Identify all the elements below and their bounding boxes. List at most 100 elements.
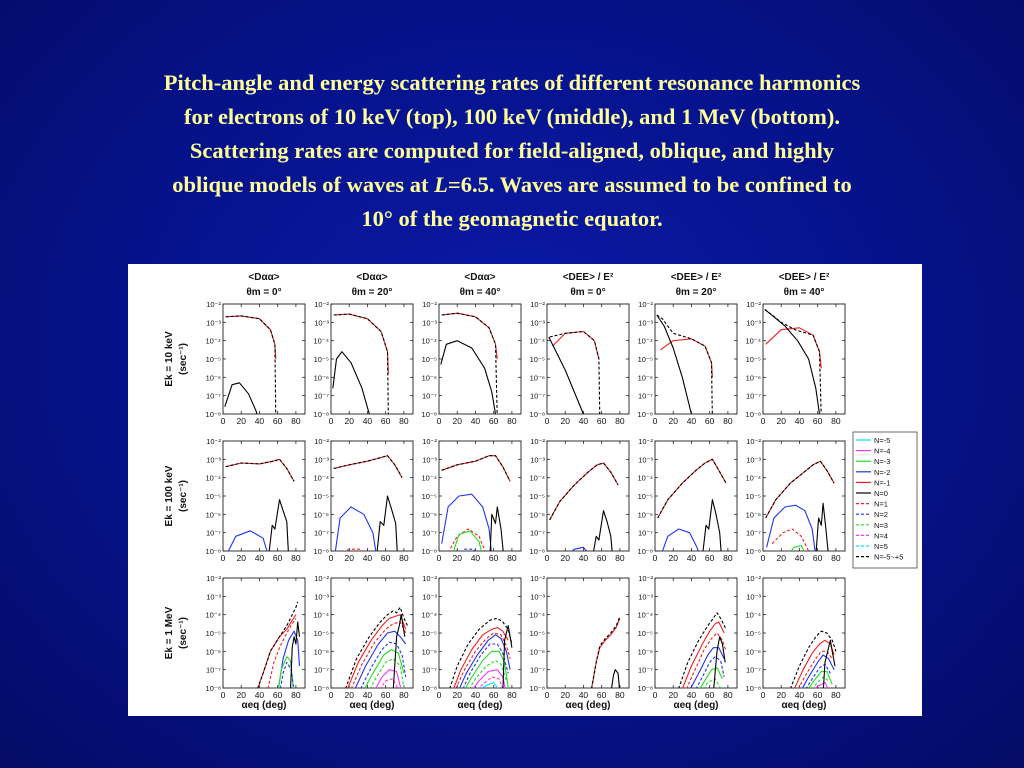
series-line-N-5~+5 [657, 458, 727, 519]
y-tick-label: 10⁻⁸ [206, 410, 221, 419]
y-tick-label: 10⁻² [314, 437, 329, 446]
y-tick-label: 10⁻⁷ [638, 392, 653, 401]
y-tick-label: 10⁻² [314, 574, 329, 583]
x-tick-label: 40 [795, 690, 805, 700]
x-tick-label: 80 [831, 553, 841, 563]
y-tick-label: 10⁻⁵ [530, 629, 545, 638]
panel-frame [330, 440, 414, 552]
series-line-N-3 [790, 544, 805, 551]
x-tick-label: 0 [329, 690, 334, 700]
series-line-N-3 [465, 650, 509, 688]
y-tick-label: 10⁻⁸ [530, 684, 545, 693]
y-tick-label: 10⁻⁵ [746, 355, 761, 364]
series-line-N-5~+5 [449, 617, 513, 688]
series-line-N-5~+5 [790, 630, 837, 688]
x-tick-label: 80 [615, 553, 625, 563]
y-tick-label: 10⁻³ [314, 592, 329, 601]
series-line-N3 [812, 676, 829, 688]
y-tick-label: 10⁻⁷ [314, 392, 329, 401]
legend-entry: N=1 [874, 500, 888, 509]
series-line-N0 [593, 510, 613, 551]
panel-r2-c3: 10⁻² 10⁻³ 10⁻⁴ 10⁻⁵ 10⁻⁶ 10⁻⁷ 10⁻⁸0 20 40 60 80 [421, 437, 522, 563]
y-tick-label: 10⁻² [638, 574, 653, 583]
x-tick-label: 20 [344, 416, 354, 426]
series-line-N-5~+5 [225, 315, 277, 414]
y-tick-label: 10⁻³ [206, 318, 221, 327]
x-tick-label: 80 [291, 690, 301, 700]
x-tick-label: 20 [560, 553, 570, 563]
series-line-N4 [478, 676, 504, 688]
y-tick-label: 10⁻⁸ [638, 410, 653, 419]
x-tick-label: 60 [705, 416, 715, 426]
y-tick-label: 10⁻⁸ [638, 684, 653, 693]
y-tick-label: 10⁻⁸ [530, 547, 545, 556]
x-axis-label: αeq (deg) [241, 700, 286, 711]
panel-frame [654, 440, 738, 552]
x-tick-label: 0 [221, 690, 226, 700]
x-tick-label: 60 [381, 690, 391, 700]
x-tick-label: 20 [560, 416, 570, 426]
x-tick-label: 80 [507, 553, 517, 563]
series-line-N-5~+5 [333, 455, 403, 478]
x-tick-label: 0 [545, 553, 550, 563]
panel-frame [762, 577, 846, 689]
x-tick-label: 40 [579, 553, 589, 563]
y-tick-label: 10⁻⁸ [422, 547, 437, 556]
series-line-N2 [360, 641, 407, 688]
series-line-N3 [369, 658, 405, 688]
legend-box [852, 431, 918, 569]
panel-series-group [441, 455, 511, 551]
x-tick-label: 60 [273, 416, 283, 426]
series-line-N-2 [277, 630, 301, 688]
panel-series-group [549, 462, 619, 551]
x-tick-label: 60 [705, 553, 715, 563]
x-tick-label: 0 [761, 416, 766, 426]
y-tick-label: 10⁻⁴ [529, 611, 545, 620]
y-tick-label: 10⁻⁵ [530, 492, 545, 501]
y-tick-label: 10⁻³ [638, 455, 653, 464]
y-tick-label: 10⁻⁷ [746, 392, 761, 401]
series-line-N0 [440, 340, 497, 414]
x-tick-label: 40 [687, 416, 697, 426]
x-tick-label: 60 [273, 690, 283, 700]
series-line-N-1 [682, 621, 725, 688]
x-tick-label: 80 [291, 416, 301, 426]
panel-series-group [440, 312, 498, 414]
y-tick-label: 10⁻² [422, 437, 437, 446]
title-line-4-pre: oblique models of waves at [172, 172, 435, 197]
y-tick-label: 10⁻⁷ [314, 666, 329, 675]
x-tick-label: 60 [813, 690, 823, 700]
series-line-N0 [489, 506, 504, 551]
y-tick-label: 10⁻⁴ [637, 611, 653, 620]
series-line-N-5~+5 [333, 313, 389, 414]
title-line-2: for electrons of 10 keV (top), 100 keV (… [184, 104, 840, 129]
y-tick-label: 10⁻⁴ [745, 611, 761, 620]
panel-frame [546, 303, 630, 415]
series-line-N-5~+5 [591, 616, 621, 688]
y-tick-label: 10⁻⁵ [638, 492, 653, 501]
legend-entry: N=-2 [874, 468, 890, 477]
panel-series-group [225, 458, 295, 551]
panel-series-group [548, 330, 601, 414]
x-tick-label: 0 [761, 553, 766, 563]
x-tick-label: 20 [236, 553, 246, 563]
series-line-N0 [290, 621, 301, 688]
row-ylabel: (sec⁻¹) [178, 480, 189, 512]
y-tick-label: 10⁻⁷ [530, 392, 545, 401]
series-line-N-2 [459, 634, 511, 688]
panel-r3-c1: 10⁻² 10⁻³ 10⁻⁴ 10⁻⁵ 10⁻⁶ 10⁻⁷ 10⁻⁸0 20 40 60 80 [205, 574, 306, 700]
y-tick-label: 10⁻³ [746, 455, 761, 464]
y-tick-label: 10⁻⁴ [205, 337, 221, 346]
y-tick-label: 10⁻² [530, 300, 545, 309]
series-line-N-5~+5 [764, 309, 822, 414]
y-tick-label: 10⁻⁶ [422, 373, 437, 382]
series-line-N-4 [375, 669, 402, 688]
y-tick-label: 10⁻⁶ [314, 510, 329, 519]
series-line-N-5~+5 [678, 612, 727, 688]
y-tick-label: 10⁻⁴ [529, 337, 545, 346]
x-tick-label: 40 [255, 416, 265, 426]
panel-frame [762, 303, 846, 415]
y-tick-label: 10⁻⁷ [422, 529, 437, 538]
y-tick-label: 10⁻⁵ [746, 629, 761, 638]
y-tick-label: 10⁻³ [314, 318, 329, 327]
